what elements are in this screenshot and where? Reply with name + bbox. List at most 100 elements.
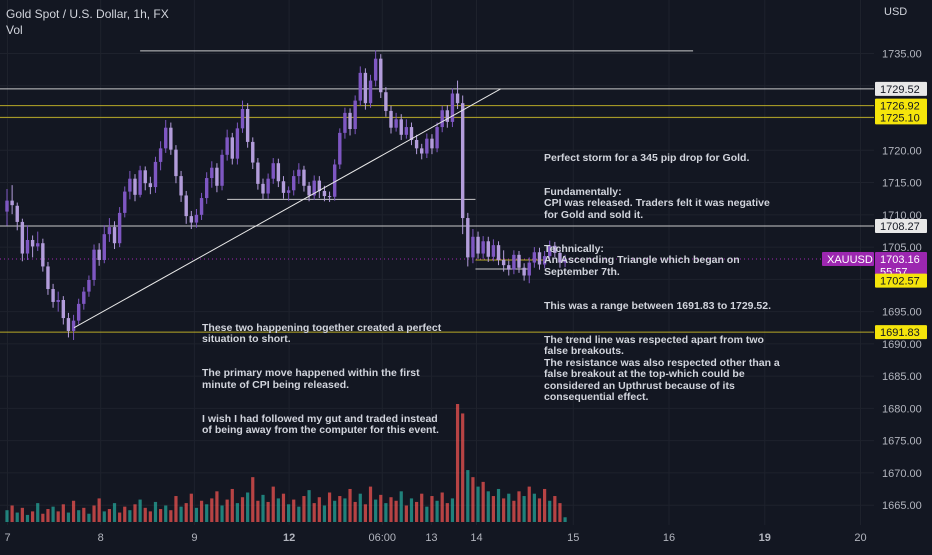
volume-indicator-label[interactable]: Vol <box>6 23 23 37</box>
volume-bar <box>507 493 511 522</box>
candle-body <box>138 170 142 195</box>
candle-body <box>261 183 265 194</box>
volume-bar <box>276 498 280 522</box>
volume-bar <box>425 506 429 522</box>
right-note-paragraph: This was a range between 1691.83 to 1729… <box>544 299 772 312</box>
candle-body <box>517 254 521 268</box>
x-tick-label: 15 <box>567 532 579 544</box>
price-tag-bg <box>875 273 927 288</box>
volume-bar <box>179 506 183 522</box>
candle-body <box>220 154 224 186</box>
volume-bar <box>107 509 111 522</box>
volume-bar <box>558 503 562 522</box>
x-tick-label: 14 <box>470 532 482 544</box>
candle-body <box>450 93 455 122</box>
candle-body <box>307 185 311 196</box>
y-tick-label: 1735.00 <box>882 49 922 61</box>
left-note-paragraph: These two happening together created a p… <box>202 321 442 345</box>
volume-bar <box>415 501 419 522</box>
volume-bar <box>41 513 45 522</box>
price-tag-label: 1691.83 <box>880 327 920 339</box>
x-tick-label: 9 <box>191 532 197 544</box>
y-tick-label: 1690.00 <box>882 339 922 351</box>
price-tag-bg <box>875 325 927 340</box>
candle-body <box>409 127 414 140</box>
candle-body <box>71 320 76 331</box>
volume-bar <box>297 506 301 522</box>
volume-bar <box>36 503 40 522</box>
volume-bar <box>46 509 50 522</box>
candle-body <box>117 212 122 244</box>
volume-bar <box>440 492 444 522</box>
volume-bar <box>56 511 60 522</box>
candle-body <box>46 266 50 290</box>
price-tag-bg <box>875 251 927 266</box>
candle-body <box>174 149 178 177</box>
right-note-paragraph: Perfect storm for a 345 pip drop for Gol… <box>544 151 750 164</box>
price-tag-label: 1726.92 <box>880 101 920 113</box>
candle-body <box>10 200 14 206</box>
volume-bar <box>563 517 567 522</box>
x-tick-label: 06:00 <box>369 532 397 544</box>
right-note-paragraph: Fundamentally: CPI was released. Traders… <box>544 185 770 221</box>
volume-bar <box>461 413 465 522</box>
candle-body <box>169 127 173 150</box>
volume-bar <box>384 503 388 522</box>
price-tag-label: 1702.57 <box>880 276 920 288</box>
price-tag-label: 1729.52 <box>880 84 920 96</box>
volume-bar <box>287 504 291 522</box>
price-tag-label: 1708.27 <box>880 221 920 233</box>
x-tick-label: 13 <box>425 532 437 544</box>
price-tag-bg <box>875 81 927 96</box>
volume-bar <box>66 512 71 522</box>
volume-bar <box>174 496 178 522</box>
volume-bar <box>430 496 434 522</box>
volume-bar <box>512 500 516 522</box>
volume-bar <box>225 499 229 522</box>
currency-label[interactable]: USD <box>884 6 908 18</box>
trend-line[interactable] <box>73 88 501 329</box>
volume-bar <box>92 505 96 522</box>
volume-bar <box>25 514 30 522</box>
candle-body <box>476 236 480 254</box>
volume-bar <box>102 511 106 522</box>
volume-bar <box>159 509 163 522</box>
y-tick-label: 1665.00 <box>882 500 922 512</box>
left-annotation[interactable]: These two happening together created a p… <box>202 311 442 459</box>
volume-bar <box>169 510 173 522</box>
y-tick-label: 1715.00 <box>882 178 922 190</box>
candle-body <box>51 289 55 302</box>
y-tick-label: 1685.00 <box>882 371 922 383</box>
candle-body <box>76 303 81 321</box>
price-tag-label: XAUUSD <box>827 254 873 266</box>
volume-bar <box>466 470 470 522</box>
candle-body <box>389 110 393 128</box>
volume-bar <box>97 498 101 522</box>
y-tick-label: 1680.00 <box>882 403 922 415</box>
candle-body <box>558 252 562 263</box>
candle-body <box>486 241 490 257</box>
right-annotation[interactable]: Perfect storm for a 345 pip drop for Gol… <box>544 141 782 426</box>
volume-bar <box>307 490 311 522</box>
volume-bar <box>496 488 501 522</box>
candle-body <box>542 256 547 265</box>
candle-body <box>189 216 194 223</box>
volume-bar <box>71 500 76 522</box>
x-tick-label: 20 <box>854 532 866 544</box>
volume-bar <box>15 512 19 522</box>
candle-body <box>82 291 86 304</box>
volume-bar <box>189 493 193 522</box>
candle-body <box>5 200 9 212</box>
symbol-title[interactable]: Gold Spot / U.S. Dollar, 1h, FX <box>6 7 169 21</box>
volume-bar <box>358 493 362 522</box>
volume-bar <box>87 513 91 522</box>
candle-body <box>507 265 511 270</box>
candle-body <box>281 181 286 193</box>
chart-legend: Gold Spot / U.S. Dollar, 1h, FX Vol <box>6 6 169 38</box>
volume-bar <box>420 493 424 522</box>
candle-body <box>343 112 347 133</box>
volume-bar <box>153 501 158 522</box>
time-axis[interactable]: 7 8 9 12 06:00 13 14 15 16 19 20 <box>4 532 866 544</box>
